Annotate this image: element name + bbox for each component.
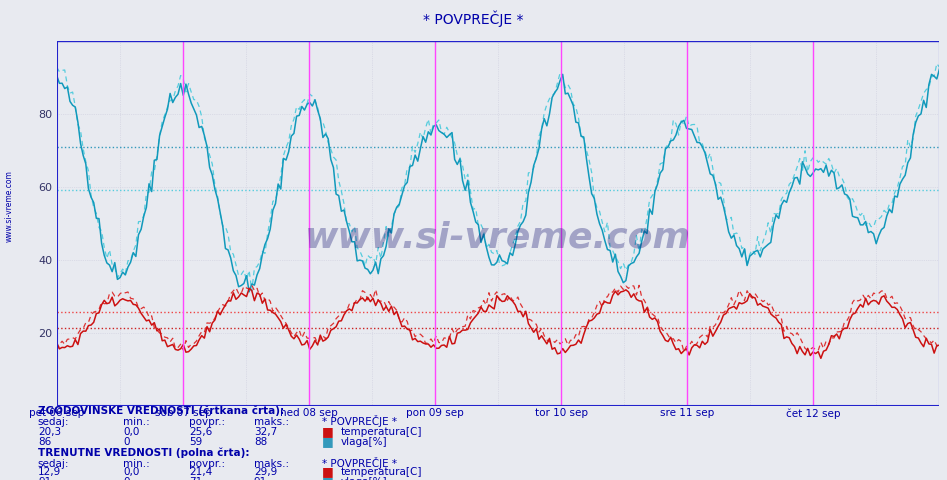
Text: 59: 59 bbox=[189, 437, 203, 447]
Text: 12,9: 12,9 bbox=[38, 467, 62, 477]
Text: min.:: min.: bbox=[123, 458, 150, 468]
Text: temperatura[C]: temperatura[C] bbox=[341, 467, 422, 477]
Text: 32,7: 32,7 bbox=[254, 427, 277, 437]
Text: sedaj:: sedaj: bbox=[38, 458, 69, 468]
Text: 0,0: 0,0 bbox=[123, 467, 139, 477]
Text: 86: 86 bbox=[38, 437, 51, 447]
Text: ■: ■ bbox=[322, 465, 333, 478]
Text: ZGODOVINSKE VREDNOSTI (črtkana črta):: ZGODOVINSKE VREDNOSTI (črtkana črta): bbox=[38, 405, 284, 416]
Text: * POVPREČJE *: * POVPREČJE * bbox=[322, 456, 397, 468]
Text: www.si-vreme.com: www.si-vreme.com bbox=[305, 221, 691, 255]
Text: 71: 71 bbox=[189, 477, 203, 480]
Text: 88: 88 bbox=[254, 437, 267, 447]
Text: ■: ■ bbox=[322, 425, 333, 438]
Text: ■: ■ bbox=[322, 435, 333, 448]
Text: TRENUTNE VREDNOSTI (polna črta):: TRENUTNE VREDNOSTI (polna črta): bbox=[38, 447, 249, 458]
Text: maks.:: maks.: bbox=[254, 417, 289, 427]
Text: 0: 0 bbox=[123, 437, 130, 447]
Text: 91: 91 bbox=[254, 477, 267, 480]
Text: 0: 0 bbox=[123, 477, 130, 480]
Text: vlaga[%]: vlaga[%] bbox=[341, 477, 387, 480]
Text: temperatura[C]: temperatura[C] bbox=[341, 427, 422, 437]
Text: min.:: min.: bbox=[123, 417, 150, 427]
Text: 0,0: 0,0 bbox=[123, 427, 139, 437]
Text: 91: 91 bbox=[38, 477, 51, 480]
Text: vlaga[%]: vlaga[%] bbox=[341, 437, 387, 447]
Text: maks.:: maks.: bbox=[254, 458, 289, 468]
Text: povpr.:: povpr.: bbox=[189, 458, 225, 468]
Text: 20,3: 20,3 bbox=[38, 427, 61, 437]
Text: povpr.:: povpr.: bbox=[189, 417, 225, 427]
Text: 21,4: 21,4 bbox=[189, 467, 213, 477]
Text: 29,9: 29,9 bbox=[254, 467, 277, 477]
Text: ■: ■ bbox=[322, 475, 333, 480]
Text: sedaj:: sedaj: bbox=[38, 417, 69, 427]
Text: * POVPREČJE *: * POVPREČJE * bbox=[322, 415, 397, 427]
Text: * POVPREČJE *: * POVPREČJE * bbox=[423, 11, 524, 27]
Text: 25,6: 25,6 bbox=[189, 427, 213, 437]
Text: www.si-vreme.com: www.si-vreme.com bbox=[5, 170, 14, 242]
